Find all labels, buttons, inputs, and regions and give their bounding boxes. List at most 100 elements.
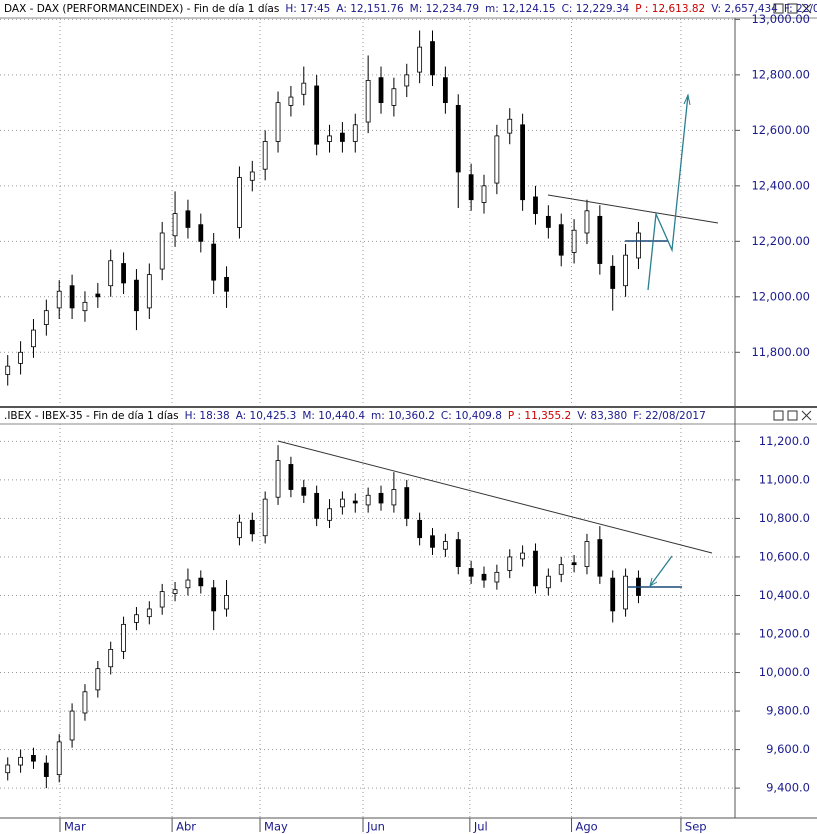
- candle-body: [468, 568, 474, 577]
- candle-body: [597, 539, 603, 577]
- y-tick-label: 11,800.00: [751, 345, 810, 359]
- candle-body: [275, 460, 281, 498]
- candle-body: [391, 489, 397, 506]
- x-tick-label: Ago: [576, 820, 598, 834]
- header-field: F: 22/08/2017: [633, 410, 706, 422]
- candle-body: [430, 535, 435, 548]
- candle-body: [69, 710, 75, 741]
- header-field: F: 22/08/2: [784, 3, 817, 15]
- header-field: H: 17:45: [285, 3, 330, 15]
- header-field: m: 10,360.2: [371, 410, 435, 422]
- y-tick-label: 10,200.0: [759, 627, 810, 641]
- candle-body: [545, 575, 551, 589]
- x-tick-label: Abr: [176, 820, 196, 834]
- candle-body: [18, 756, 23, 766]
- candle-body: [43, 762, 49, 777]
- header-field: M: 12,234.79: [410, 3, 479, 15]
- candle-body: [249, 519, 255, 535]
- header-field: M: 10,440.4: [302, 410, 365, 422]
- candle-body: [494, 571, 500, 583]
- candle-body: [533, 550, 538, 587]
- candle-body: [82, 691, 88, 714]
- header-field: A: 10,425.3: [236, 410, 297, 422]
- candle-body: [455, 539, 461, 567]
- candle-body: [108, 260, 114, 287]
- candle-body: [146, 274, 152, 309]
- candle-body: [404, 74, 410, 87]
- candle-body: [327, 135, 332, 142]
- candle-body: [95, 668, 101, 691]
- candle-body: [314, 492, 320, 519]
- candle-body: [31, 754, 36, 762]
- y-tick-label: 12,000.00: [751, 289, 810, 303]
- candle-body: [533, 196, 538, 214]
- candle-body: [288, 464, 294, 490]
- candle-body: [378, 492, 384, 504]
- y-tick-label: 9,600.0: [766, 742, 810, 756]
- y-tick-label: 10,800.0: [759, 511, 810, 525]
- candle-body: [82, 301, 88, 312]
- candle-body: [545, 215, 551, 228]
- candle-body: [159, 591, 165, 608]
- x-tick-label: Jul: [473, 820, 488, 834]
- y-tick-label: 10,400.0: [759, 588, 810, 602]
- header-field: C: 12,229.34: [562, 3, 630, 15]
- candle-body: [584, 210, 590, 234]
- candle-body: [597, 215, 603, 264]
- candle-body: [56, 290, 62, 309]
- header-field: A: 12,151.76: [336, 3, 404, 15]
- candle-body: [417, 46, 423, 73]
- candle-body: [623, 575, 628, 610]
- candle-body: [507, 556, 513, 571]
- candle-body: [249, 171, 255, 181]
- candle-body: [198, 577, 204, 587]
- candle-body: [327, 508, 332, 521]
- y-tick-label: 13,000.00: [751, 12, 810, 26]
- candle-body: [442, 541, 448, 550]
- candle-body: [442, 77, 448, 104]
- candle-body: [134, 614, 139, 623]
- candle-body: [262, 141, 268, 170]
- header-field: V: 2,657,434: [711, 3, 778, 15]
- candle-body: [430, 41, 435, 76]
- candle-body: [69, 285, 75, 309]
- header-field: .IBEX - IBEX-35 - Fin de día 1 días: [4, 410, 179, 422]
- y-tick-label: 11,000.0: [759, 472, 810, 486]
- candle-body: [18, 351, 23, 364]
- candle-body: [121, 623, 126, 652]
- y-tick-label: 11,200.0: [759, 434, 810, 448]
- candle-body: [584, 541, 590, 567]
- candle-body: [288, 96, 294, 106]
- candle-body: [610, 265, 616, 289]
- candle-body: [95, 293, 101, 298]
- candle-body: [159, 232, 165, 270]
- candle-body: [391, 88, 397, 106]
- y-tick-label: 12,400.00: [751, 178, 810, 192]
- window-buttons[interactable]: [773, 3, 812, 421]
- header-field: H: 18:38: [185, 410, 230, 422]
- candle-body: [121, 263, 126, 284]
- panel-header: .IBEX - IBEX-35 - Fin de día 1 días H: 18…: [4, 410, 706, 422]
- candle-body: [455, 104, 461, 173]
- candle-body: [211, 587, 217, 612]
- candle-body: [5, 365, 11, 375]
- candle-body: [494, 135, 500, 184]
- candle-body: [172, 213, 178, 237]
- candle-body: [558, 564, 564, 575]
- candle-body: [352, 124, 358, 142]
- candle-body: [43, 310, 49, 325]
- y-tick-label: 12,800.00: [751, 67, 810, 81]
- header-field: m: 12,124.15: [485, 3, 556, 15]
- candle-body: [314, 85, 320, 145]
- x-tick-label: May: [264, 820, 288, 834]
- header-field: V: 83,380: [577, 410, 627, 422]
- candle-body: [610, 577, 616, 612]
- candle-body: [5, 764, 11, 774]
- candle-body: [275, 102, 281, 142]
- candle-body: [417, 519, 423, 539]
- candle-body: [352, 500, 358, 504]
- candle-body: [301, 487, 307, 496]
- candle-body: [571, 562, 577, 566]
- candle-body: [507, 118, 513, 134]
